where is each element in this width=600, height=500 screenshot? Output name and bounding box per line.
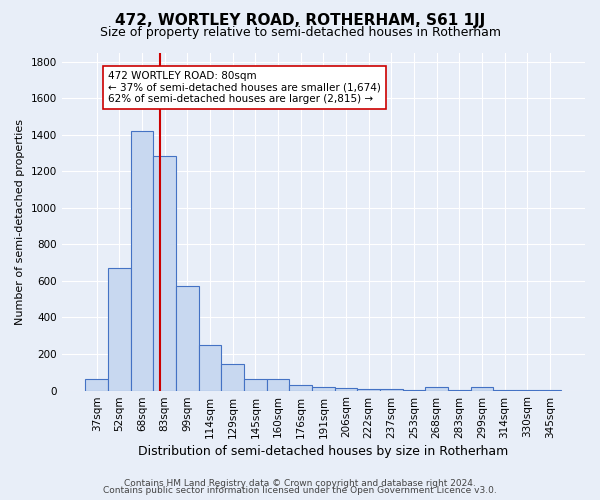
Text: Size of property relative to semi-detached houses in Rotherham: Size of property relative to semi-detach… bbox=[100, 26, 500, 39]
Bar bbox=[131, 131, 154, 390]
Bar bbox=[289, 385, 312, 390]
Bar bbox=[358, 388, 380, 390]
Bar bbox=[335, 388, 358, 390]
Bar bbox=[266, 379, 289, 390]
Bar bbox=[176, 286, 199, 391]
Text: 472, WORTLEY ROAD, ROTHERHAM, S61 1JJ: 472, WORTLEY ROAD, ROTHERHAM, S61 1JJ bbox=[115, 12, 485, 28]
Text: Contains public sector information licensed under the Open Government Licence v3: Contains public sector information licen… bbox=[103, 486, 497, 495]
Bar bbox=[312, 386, 335, 390]
Bar bbox=[85, 378, 108, 390]
Bar bbox=[199, 345, 221, 391]
Bar bbox=[244, 379, 266, 390]
Bar bbox=[154, 156, 176, 390]
Text: 472 WORTLEY ROAD: 80sqm
← 37% of semi-detached houses are smaller (1,674)
62% of: 472 WORTLEY ROAD: 80sqm ← 37% of semi-de… bbox=[108, 71, 381, 104]
Text: Contains HM Land Registry data © Crown copyright and database right 2024.: Contains HM Land Registry data © Crown c… bbox=[124, 478, 476, 488]
Bar bbox=[108, 268, 131, 390]
Bar bbox=[425, 388, 448, 390]
Bar bbox=[470, 388, 493, 390]
Bar bbox=[221, 364, 244, 390]
Y-axis label: Number of semi-detached properties: Number of semi-detached properties bbox=[15, 118, 25, 324]
Bar bbox=[380, 389, 403, 390]
X-axis label: Distribution of semi-detached houses by size in Rotherham: Distribution of semi-detached houses by … bbox=[138, 444, 508, 458]
